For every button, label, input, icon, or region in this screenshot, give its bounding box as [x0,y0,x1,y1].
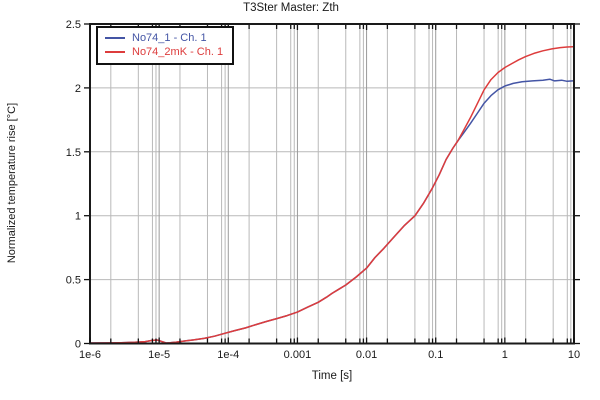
y-tick-label: 1.5 [66,147,81,159]
series-line-sample [105,51,125,53]
chart-title: T3Ster Master: Zth [243,2,339,14]
x-tick-label: 10 [568,349,580,361]
curve-series-1 [89,45,574,344]
y-axis-title: Normalized temperature rise [°C] [6,102,18,264]
y-tick-label: 2.5 [66,19,81,31]
x-tick-label: 1e-5 [148,349,170,361]
series-line-sample [105,37,125,39]
y-tick-label: 1 [75,211,81,223]
x-tick-label: 0.001 [284,349,312,361]
y-tick-label: 0.5 [66,275,81,287]
x-axis-title: Time [s] [311,370,353,382]
x-tick-label: 0.1 [428,349,443,361]
legend-item: No74_2mK - Ch. 1 [98,45,232,59]
plot-frame [89,23,575,345]
x-tick-label: 1e-6 [79,349,101,361]
y-tick-label: 2 [75,83,81,95]
legend-series-label: No74_2mK - Ch. 1 [132,46,224,58]
x-tick-label: 0.01 [356,349,377,361]
legend: No74_1 - Ch. 1 No74_2mK - Ch. 1 [96,26,234,65]
legend-item: No74_1 - Ch. 1 [98,31,232,45]
legend-series-label: No74_1 - Ch. 1 [132,32,207,44]
curve-series-0 [89,78,574,344]
y-tick-label: 0 [75,339,81,351]
x-tick-label: 1 [502,349,508,361]
x-tick-label: 1e-4 [217,349,239,361]
